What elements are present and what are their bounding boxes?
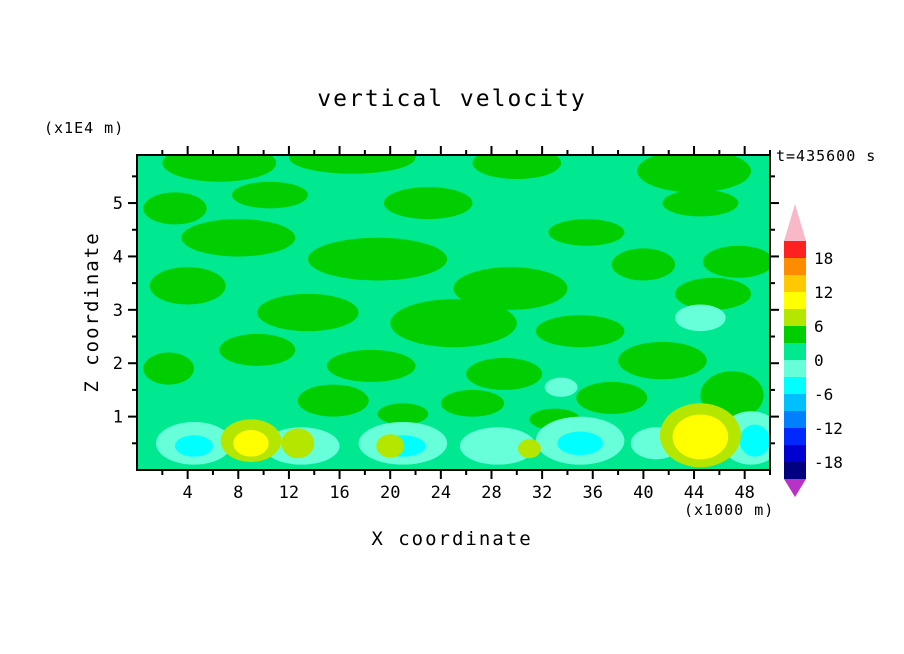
- colorbar-over-arrow: [784, 204, 806, 241]
- contour-patch: [219, 333, 296, 366]
- x-tick-label: 36: [583, 483, 603, 503]
- contour-patch: [459, 427, 536, 465]
- colorbar-segment: [784, 326, 806, 343]
- contour-patch: [662, 189, 739, 217]
- y-tick-label: 2: [113, 354, 123, 374]
- x-tick-label: 16: [329, 483, 349, 503]
- x-tick-label: 8: [233, 483, 243, 503]
- colorbar: 18 12 6 0 -6 -12 -18: [784, 204, 843, 497]
- colorbar-under-arrow: [784, 479, 806, 497]
- x-tick-label: 48: [734, 483, 754, 503]
- colorbar-segment: [784, 275, 806, 292]
- x-tick-label: 44: [684, 483, 704, 503]
- contour-patch: [702, 245, 770, 278]
- contour-patch: [472, 155, 562, 180]
- contour-patch: [453, 267, 568, 310]
- contour-patch: [143, 352, 194, 385]
- y-tick-label: 3: [113, 301, 123, 321]
- contour-patch: [548, 219, 625, 246]
- contour-patch: [257, 293, 359, 332]
- colorbar-segment: [784, 309, 806, 326]
- colorbar-label: 18: [814, 249, 833, 268]
- plot-frame: [136, 154, 771, 471]
- contour-patch: [672, 414, 729, 460]
- colorbar-segment: [784, 394, 806, 411]
- colorbar-segment: [784, 343, 806, 360]
- x-tick-label: 28: [481, 483, 501, 503]
- contour-patch: [637, 155, 751, 193]
- contour-patch: [576, 381, 648, 414]
- contour-patch: [535, 315, 625, 348]
- x-tick-label: 12: [279, 483, 299, 503]
- contour-patch: [326, 349, 416, 382]
- colorbar-segment: [784, 377, 806, 394]
- contour-patch: [288, 155, 416, 174]
- colorbar-segment: [784, 292, 806, 309]
- contour-patch: [390, 299, 517, 348]
- colorbar-label: -6: [814, 385, 833, 404]
- x-tick-label: 4: [183, 483, 193, 503]
- contour-field: [137, 155, 770, 470]
- colorbar-segment: [784, 411, 806, 428]
- chart-title: vertical velocity: [317, 86, 587, 112]
- contour-patch: [675, 304, 726, 332]
- colorbar-segment: [784, 445, 806, 462]
- colorbar-segment: [784, 462, 806, 479]
- colorbar-segment: [784, 241, 806, 258]
- contour-patch: [618, 341, 707, 380]
- contour-patch: [231, 181, 308, 209]
- contour-patch: [557, 431, 603, 456]
- contour-patch: [143, 192, 207, 225]
- colorbar-segment: [784, 360, 806, 377]
- contour-patch: [611, 248, 676, 281]
- contour-patch: [297, 384, 369, 417]
- x-tick-label: 40: [633, 483, 653, 503]
- colorbar-label: -18: [814, 453, 843, 472]
- contour-patch: [149, 267, 226, 305]
- y-tick-label: 5: [113, 194, 123, 214]
- x-tick-label: 20: [380, 483, 400, 503]
- contour-patch: [739, 424, 770, 457]
- x-axis-unit: (x1000 m): [684, 501, 775, 519]
- contour-patch: [675, 277, 752, 310]
- contour-patch: [377, 403, 429, 425]
- x-axis-label: X coordinate: [371, 528, 533, 550]
- y-tick-label: 1: [113, 408, 123, 428]
- time-annotation: t=435600 s: [776, 147, 877, 165]
- contour-patch: [466, 357, 543, 390]
- y-axis-unit: (x1E4 m): [44, 119, 125, 137]
- contour-patch: [162, 155, 277, 182]
- colorbar-label: 6: [814, 317, 824, 336]
- colorbar-label: -12: [814, 419, 843, 438]
- contour-patch: [233, 429, 269, 457]
- contour-patch: [376, 434, 405, 458]
- contour-patch: [518, 439, 541, 459]
- contour-patch: [383, 187, 473, 220]
- contour-patch: [281, 428, 315, 459]
- colorbar-label: 0: [814, 351, 824, 370]
- y-tick-label: 4: [113, 247, 123, 267]
- x-tick-label: 32: [532, 483, 552, 503]
- contour-patch: [174, 435, 213, 457]
- colorbar-segment: [784, 258, 806, 275]
- colorbar-segment: [784, 428, 806, 445]
- contour-patch: [440, 389, 505, 417]
- contour-patch: [544, 377, 578, 397]
- contour-patch: [307, 237, 448, 281]
- colorbar-label: 12: [814, 283, 833, 302]
- contour-patch: [181, 219, 296, 257]
- x-tick-label: 24: [431, 483, 451, 503]
